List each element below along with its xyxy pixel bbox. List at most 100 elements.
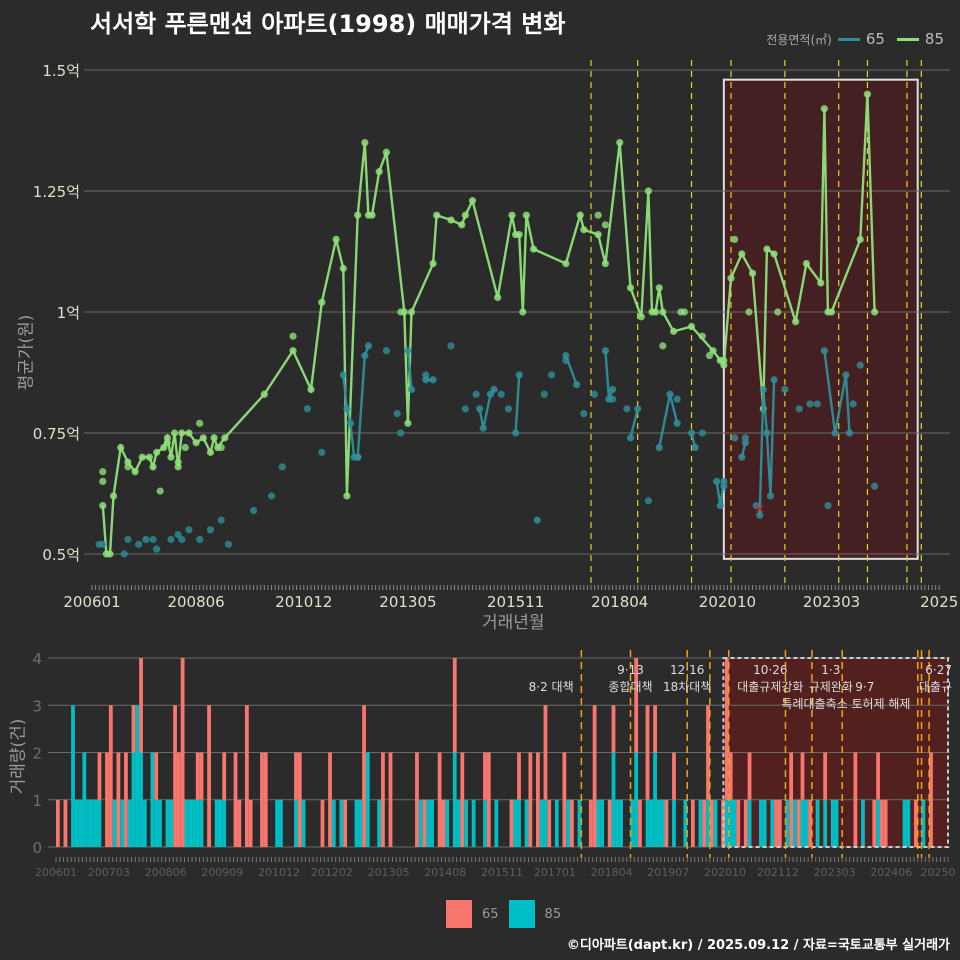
bar-85 xyxy=(653,752,657,847)
data-point-85 xyxy=(659,342,667,350)
bar-85 xyxy=(706,799,710,847)
data-point-85 xyxy=(368,211,376,219)
data-point-65 xyxy=(738,453,746,461)
data-point-65 xyxy=(397,429,405,437)
x-tick-label: 202303 xyxy=(803,593,860,611)
bar-65 xyxy=(343,799,348,847)
data-point-85 xyxy=(447,216,455,224)
bar-85 xyxy=(615,799,620,847)
bar-85 xyxy=(154,799,159,847)
data-point-85 xyxy=(99,477,107,485)
bar-85 xyxy=(634,752,639,847)
bar-85 xyxy=(524,799,529,847)
data-point-85 xyxy=(820,105,828,113)
y-tick-label: 1.5억 xyxy=(42,62,80,80)
data-point-85 xyxy=(124,463,132,471)
bar-85 xyxy=(600,799,605,847)
data-point-65 xyxy=(185,526,193,534)
data-point-85 xyxy=(659,308,667,316)
bar-65 xyxy=(747,752,752,800)
data-point-65 xyxy=(249,506,258,515)
bar-65 xyxy=(362,705,366,847)
x-tick-label: 201305 xyxy=(379,593,436,611)
bar-85 xyxy=(539,799,544,847)
bar-85 xyxy=(728,799,733,847)
bar-65 xyxy=(248,799,253,847)
bar-85 xyxy=(713,799,718,847)
bar-65 xyxy=(808,799,812,847)
bar-85 xyxy=(611,752,616,847)
data-point-65 xyxy=(149,535,157,544)
x-tick-label: 201907 xyxy=(647,866,689,879)
bar-65 xyxy=(823,752,828,800)
data-point-65 xyxy=(364,342,373,350)
data-point-65 xyxy=(472,390,480,398)
bar-85 xyxy=(759,799,763,847)
data-point-65 xyxy=(562,356,570,364)
x-tick-label: 200703 xyxy=(88,866,130,879)
data-point-65 xyxy=(497,390,505,398)
bar-85 xyxy=(165,799,170,847)
bar-85 xyxy=(430,799,434,847)
x-tick-label: 202303 xyxy=(814,866,856,879)
bar-85 xyxy=(698,799,703,847)
policy-label: 9·7 xyxy=(855,680,874,694)
bar-85 xyxy=(139,752,143,847)
policy-label: 8·2 대책 xyxy=(529,679,574,694)
data-point-65 xyxy=(687,429,696,437)
bar-85 xyxy=(365,752,370,847)
bar-65 xyxy=(509,799,514,847)
bar-65 xyxy=(645,705,650,800)
data-point-85 xyxy=(343,492,351,500)
data-point-65 xyxy=(716,502,724,510)
bar-85 xyxy=(86,799,91,847)
bar-65 xyxy=(56,799,60,847)
data-point-65 xyxy=(422,371,430,379)
bar-65 xyxy=(536,752,540,847)
lower-y-axis-label: 거래량(건) xyxy=(8,718,29,795)
bar-65 xyxy=(777,799,782,847)
bar-65 xyxy=(441,799,446,847)
policy-label: 6·27 xyxy=(925,663,952,677)
bar-65 xyxy=(872,799,877,847)
data-point-85 xyxy=(397,308,405,316)
data-point-85 xyxy=(433,211,441,219)
data-point-65 xyxy=(720,482,728,490)
data-point-65 xyxy=(763,429,771,437)
bar-85 xyxy=(222,799,227,847)
bar-65 xyxy=(664,799,669,847)
data-point-65 xyxy=(766,492,775,500)
data-point-85 xyxy=(494,293,502,302)
legend-title: 전용면적(㎡) xyxy=(766,32,832,47)
bar-85 xyxy=(815,799,820,847)
bar-85 xyxy=(452,752,457,847)
chart-title: 서서학 푸른맨션 아파트(1998) 매매가격 변화 xyxy=(90,10,566,38)
bar-85 xyxy=(82,752,87,847)
bar-85 xyxy=(834,799,839,847)
data-point-85 xyxy=(196,419,204,427)
data-point-85 xyxy=(99,468,107,476)
bar-65 xyxy=(415,752,419,847)
bar-85 xyxy=(331,799,336,847)
bar-65 xyxy=(388,752,393,847)
bar-65 xyxy=(789,752,794,847)
data-point-65 xyxy=(382,347,390,355)
data-point-85 xyxy=(871,308,879,316)
annotation-marker: × xyxy=(754,502,765,517)
bar-85 xyxy=(184,799,189,847)
bar-85 xyxy=(619,799,623,847)
data-point-85 xyxy=(354,211,362,219)
bar-65 xyxy=(381,752,385,847)
bar-65 xyxy=(706,705,710,800)
data-point-65 xyxy=(831,429,839,437)
data-point-85 xyxy=(601,260,609,268)
data-point-85 xyxy=(680,308,688,316)
bar-65 xyxy=(233,752,238,847)
data-point-65 xyxy=(573,381,581,389)
data-point-85 xyxy=(687,322,696,331)
bar-85 xyxy=(770,799,775,847)
bar-85 xyxy=(861,799,865,847)
data-point-85 xyxy=(174,458,182,466)
bar-85 xyxy=(649,799,654,847)
policy-label: 1·3 xyxy=(821,663,840,677)
